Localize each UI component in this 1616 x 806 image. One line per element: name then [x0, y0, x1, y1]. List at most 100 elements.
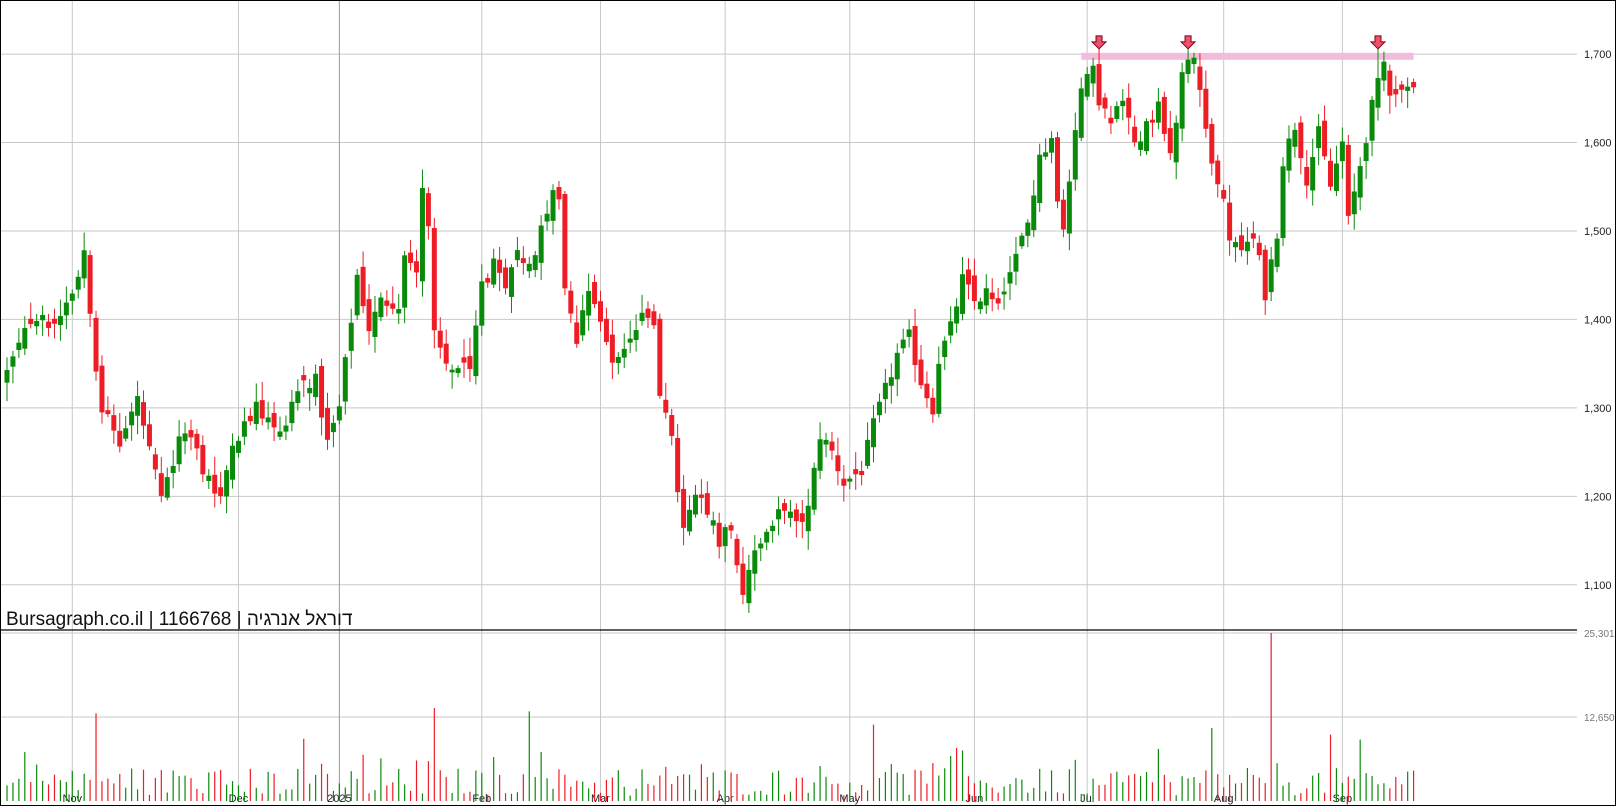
candle [135, 380, 141, 435]
candle [1274, 233, 1280, 273]
candle [532, 250, 538, 278]
candle [698, 479, 704, 514]
candle [1227, 185, 1233, 256]
candle [408, 240, 414, 271]
candle [1268, 246, 1274, 302]
candle [479, 264, 485, 336]
candle-body [158, 473, 164, 496]
candle [336, 394, 342, 425]
candle-body [485, 278, 491, 283]
candle [835, 437, 841, 486]
candle-body [603, 318, 609, 342]
candle-body [28, 318, 34, 325]
candle-body [402, 255, 408, 308]
candle [1238, 222, 1244, 257]
candle [1049, 131, 1055, 164]
candle [823, 432, 829, 458]
candle [1043, 138, 1049, 160]
candle [259, 381, 265, 426]
candle-body [532, 255, 538, 270]
candle [971, 258, 977, 310]
candle [146, 410, 152, 451]
candle-body [1120, 100, 1126, 107]
candle-body [574, 322, 580, 344]
candle-body [46, 321, 52, 328]
arrow-down-marker [1179, 35, 1197, 50]
candle-body [722, 527, 728, 547]
volume-layer [6, 633, 1415, 801]
candle [811, 462, 817, 515]
candle [235, 436, 241, 458]
candle [740, 546, 746, 605]
candle-body [544, 213, 550, 222]
candle-body [1351, 191, 1357, 215]
candle-body [1387, 70, 1393, 96]
candle [793, 503, 799, 538]
candle [10, 350, 16, 384]
candle-body [271, 413, 277, 428]
candle-body [283, 425, 289, 432]
candle [526, 256, 532, 279]
candle-body [307, 387, 313, 394]
candle [853, 452, 859, 490]
candle [69, 289, 75, 315]
candle [995, 287, 1001, 310]
candle-body [218, 487, 224, 497]
candle-body [1007, 272, 1013, 284]
candle-body [146, 424, 152, 447]
candle-body [425, 193, 431, 227]
candle-body [1274, 238, 1280, 267]
candle [1001, 277, 1007, 310]
candle-body [378, 297, 384, 318]
candle [1233, 236, 1239, 263]
candle [93, 310, 99, 381]
candle [1031, 180, 1037, 238]
candle-body [1043, 152, 1049, 157]
candle [1007, 256, 1013, 301]
candle-body [354, 274, 360, 316]
candle [1144, 118, 1150, 155]
candle-body [1227, 202, 1233, 241]
candle-body [538, 225, 544, 263]
candle-body [1084, 73, 1090, 97]
candle-body [212, 474, 218, 494]
candle-body [1179, 72, 1185, 129]
candle-body [728, 525, 734, 531]
candle-body [687, 509, 693, 532]
candle-body [1310, 157, 1316, 191]
candle [437, 317, 443, 359]
candle-body [141, 402, 147, 426]
candle [461, 339, 467, 378]
candle-body [1078, 88, 1084, 138]
candle-body [1244, 241, 1250, 252]
candle [390, 286, 396, 315]
candle-body [336, 406, 342, 421]
candle [212, 456, 218, 508]
candle-body [853, 469, 859, 475]
candle [1197, 53, 1203, 107]
candle [51, 308, 57, 339]
candle [28, 302, 34, 329]
candle-body [586, 291, 592, 316]
candle-body [34, 320, 40, 327]
candle-body [562, 194, 568, 289]
candle-body [129, 411, 135, 426]
price-tick-label: 1,700 [1584, 49, 1612, 61]
candle [1339, 127, 1345, 179]
candle-body [4, 370, 10, 383]
candle-body [609, 334, 615, 363]
candle-body [734, 538, 740, 566]
candle-body [473, 325, 479, 377]
candle-body [69, 293, 75, 301]
candle [265, 401, 271, 430]
candle [930, 388, 936, 423]
candle [888, 363, 894, 404]
candle-body [479, 281, 485, 326]
candle [1173, 115, 1179, 180]
candle [1072, 112, 1078, 191]
candle [977, 297, 983, 315]
candle-body [491, 258, 497, 285]
candle [241, 407, 247, 446]
